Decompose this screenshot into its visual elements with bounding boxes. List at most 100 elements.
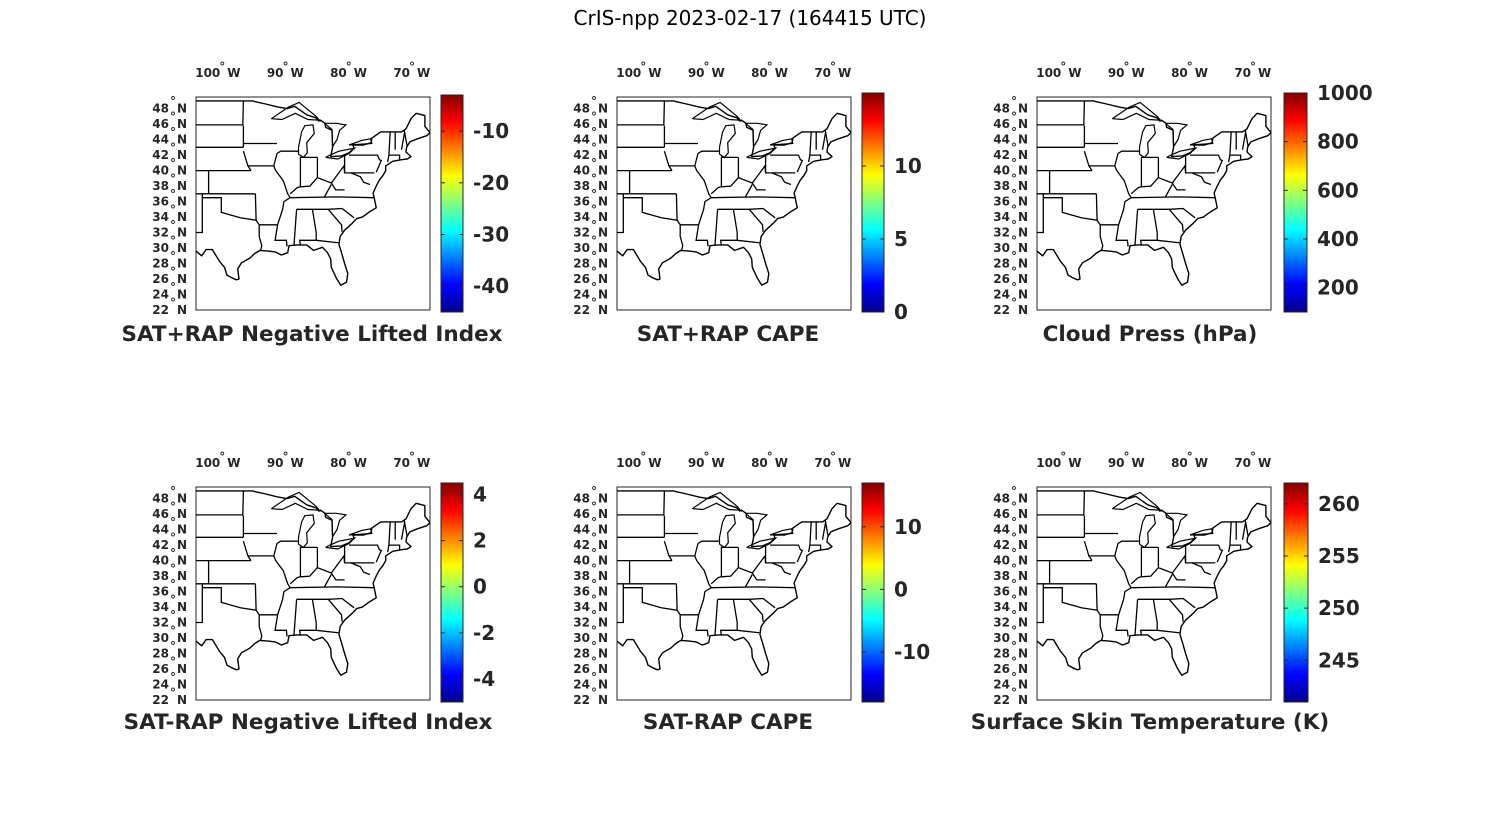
lon-hemisphere-label: W [1132, 456, 1145, 470]
lat-tick-label: 48 [152, 492, 169, 506]
degree-symbol: ° [591, 296, 597, 310]
great-lake-outline [324, 512, 348, 539]
lat-hemisphere-label: N [1018, 241, 1028, 255]
degree-symbol: ° [170, 234, 176, 248]
coastline [617, 490, 851, 676]
great-lake-outline [746, 147, 778, 160]
colorbar-tick-label: 245 [1318, 648, 1360, 672]
lat-tick-label: 26 [993, 272, 1010, 286]
lat-hemisphere-label: N [177, 288, 187, 302]
degree-symbol: ° [409, 450, 415, 464]
great-lake-outline [270, 101, 321, 121]
state-border [717, 597, 776, 609]
degree-symbol: ° [409, 60, 415, 74]
colorbar-tick-label: -2 [473, 621, 495, 645]
great-lake-outline [324, 122, 348, 149]
lat-hemisphere-label: N [177, 492, 187, 506]
lat-tick-label: 38 [152, 569, 169, 583]
state-border [1099, 614, 1104, 641]
great-lake-outline [746, 537, 778, 550]
lon-tick-label: 100 [195, 456, 220, 470]
state-border [744, 574, 753, 588]
lat-hemisphere-label: N [598, 257, 608, 271]
lon-tick-label: 70 [393, 66, 410, 80]
state-border [1130, 156, 1143, 195]
lat-hemisphere-label: N [177, 585, 187, 599]
lat-tick-label: 40 [573, 554, 590, 568]
lon-hemisphere-label: W [1132, 66, 1145, 80]
state-border [809, 154, 822, 161]
degree-symbol: ° [1011, 640, 1017, 654]
state-border [273, 555, 292, 637]
colorbar-tick-label: 0 [473, 575, 487, 599]
lat-tick-label: 38 [993, 569, 1010, 583]
degree-symbol: ° [1011, 547, 1017, 561]
map-lines [617, 100, 851, 286]
state-border [1130, 546, 1143, 585]
lon-hemisphere-label: W [227, 66, 240, 80]
degree-symbol: ° [1011, 578, 1017, 592]
state-border [1241, 131, 1247, 150]
great-lake-outline [1166, 147, 1198, 160]
degree-symbol: ° [704, 60, 710, 74]
state-border [1088, 540, 1140, 557]
state-border [330, 554, 346, 574]
state-border [1184, 155, 1216, 174]
lat-tick-label: 26 [152, 662, 169, 676]
lat-hemisphere-label: N [177, 179, 187, 193]
panel-cloud-pressure: 100 ° W 90 ° W 80 ° W 70 ° W 48 ° N 46 ° N 44 ° N 42 ° N 40 ° N 38 °… [945, 60, 1372, 360]
lat-hemisphere-label: N [1018, 678, 1028, 692]
state-border [751, 554, 767, 574]
state-border [273, 165, 292, 247]
state-border [1244, 519, 1249, 537]
degree-symbol: ° [170, 516, 176, 530]
lon-hemisphere-label: W [712, 66, 725, 80]
lat-tick-label: 34 [152, 210, 169, 224]
lat-hemisphere-label: N [1018, 554, 1028, 568]
degree-symbol: ° [591, 281, 597, 295]
colorbar-tick-label: -30 [473, 223, 509, 247]
degree-symbol: ° [170, 157, 176, 171]
degree-symbol: ° [170, 141, 176, 155]
state-border [668, 540, 720, 557]
lat-tick-label: 22 [993, 693, 1010, 707]
state-border [1168, 598, 1184, 622]
lat-tick-label: 44 [152, 523, 169, 537]
lat-hemisphere-label: N [177, 631, 187, 645]
lon-tick-label: 80 [1171, 66, 1188, 80]
lat-hemisphere-label: N [598, 523, 608, 537]
lat-tick-label: 36 [993, 585, 1010, 599]
lat-hemisphere-label: N [1018, 693, 1028, 707]
degree-symbol: ° [591, 157, 597, 171]
degree-symbol: ° [767, 450, 773, 464]
lon-hemisphere-label: W [417, 456, 430, 470]
degree-symbol: ° [170, 265, 176, 279]
degree-symbol: ° [1250, 60, 1256, 74]
degree-symbol: ° [170, 609, 176, 623]
lat-tick-label: 42 [152, 538, 169, 552]
degree-symbol: ° [346, 450, 352, 464]
degree-symbol: ° [1011, 219, 1017, 233]
lat-tick-label: 30 [993, 241, 1010, 255]
degree-symbol: ° [170, 188, 176, 202]
state-border [675, 193, 678, 221]
lat-hemisphere-label: N [598, 507, 608, 521]
degree-symbol: ° [1011, 686, 1017, 700]
lat-hemisphere-label: N [598, 102, 608, 116]
degree-symbol: ° [591, 531, 597, 545]
lat-hemisphere-label: N [598, 226, 608, 240]
lat-hemisphere-label: N [177, 303, 187, 317]
lat-hemisphere-label: N [1018, 179, 1028, 193]
lat-tick-label: 24 [993, 288, 1010, 302]
degree-symbol: ° [1011, 485, 1017, 499]
lat-hemisphere-label: N [598, 492, 608, 506]
lon-hemisphere-label: W [1258, 456, 1271, 470]
state-border [323, 574, 332, 588]
state-border [254, 193, 257, 221]
great-lake-outline [691, 491, 742, 511]
lon-tick-label: 90 [267, 66, 284, 80]
state-border [1164, 184, 1173, 198]
state-border [710, 156, 723, 195]
state-border [663, 100, 666, 126]
